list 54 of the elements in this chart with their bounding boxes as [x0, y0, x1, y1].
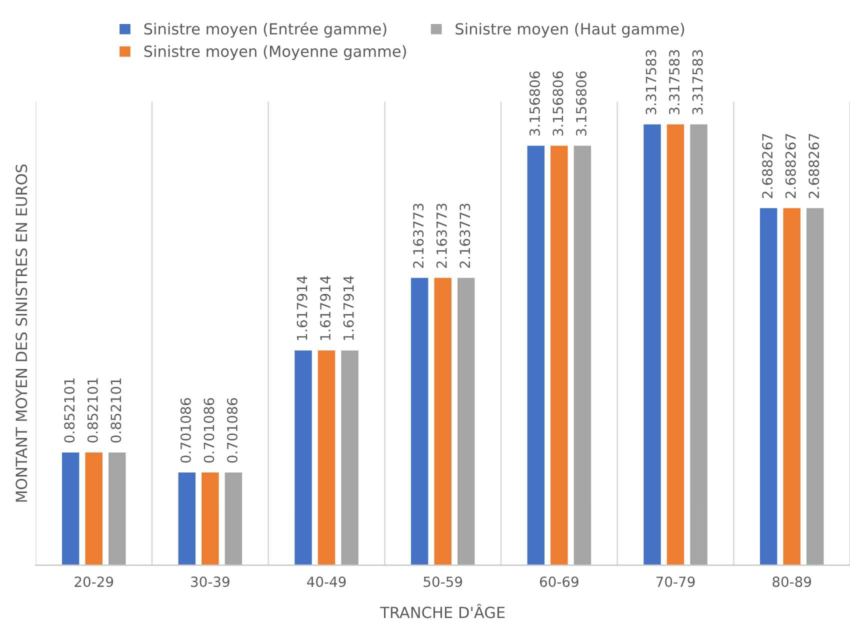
- bar: [223, 471, 244, 566]
- bar: [200, 471, 220, 566]
- data-label: 2.688267: [762, 134, 773, 198]
- legend-label: Sinistre moyen (Moyenne gamme): [144, 45, 406, 60]
- data-label: 2.163773: [460, 204, 470, 268]
- legend-label: Sinistre moyen (Entrée gamme): [144, 22, 386, 38]
- bar: [340, 349, 360, 566]
- bar: [84, 451, 104, 566]
- bar: [456, 276, 476, 566]
- data-label: 3.156806: [529, 71, 540, 136]
- x-tick-label: 50-59: [424, 576, 462, 588]
- bar: [60, 451, 81, 566]
- x-tick-label: 30-39: [191, 576, 230, 588]
- bar: [107, 451, 128, 566]
- data-label: 1.617914: [296, 276, 308, 340]
- data-label: 2.163773: [436, 204, 447, 268]
- bar: [526, 144, 546, 566]
- data-label: 0.852101: [110, 378, 122, 443]
- bar: [666, 122, 686, 566]
- data-label: 3.156806: [576, 71, 586, 136]
- data-label: 0.852101: [64, 378, 75, 443]
- bar: [805, 206, 826, 566]
- data-label: 2.688267: [808, 134, 820, 198]
- x-tick-label: 40-49: [307, 576, 346, 588]
- data-label: 1.617914: [343, 276, 354, 340]
- data-label: 1.617914: [320, 276, 331, 340]
- data-label: 2.688267: [785, 134, 796, 198]
- bar: [782, 206, 802, 566]
- bar: [176, 471, 197, 566]
- x-tick-label: 20-29: [74, 576, 114, 588]
- data-label: 2.163773: [413, 204, 424, 268]
- bar: [572, 144, 592, 566]
- data-label: 0.852101: [87, 378, 98, 443]
- x-axis-title: TRANCHE D'ÂGE: [380, 604, 505, 618]
- bar: [642, 122, 662, 566]
- data-label: 3.317583: [669, 50, 680, 114]
- data-label: 0.701086: [204, 398, 214, 463]
- legend-label: Sinistre moyen (Haut gamme): [456, 22, 684, 38]
- x-tick-label: 60-69: [540, 576, 578, 588]
- bar: [549, 144, 570, 566]
- y-axis-title: MONTANT MOYEN DES SINISTRES EN EUROS: [16, 164, 28, 502]
- data-label: 3.317583: [646, 50, 656, 114]
- bar: [758, 206, 779, 566]
- data-label: 3.156806: [552, 71, 564, 136]
- bar: [688, 122, 709, 566]
- data-label: 3.317583: [692, 50, 703, 114]
- bar: [293, 349, 314, 566]
- x-tick-label: 70-79: [656, 576, 695, 588]
- data-label: 0.701086: [226, 398, 238, 463]
- bar: [410, 276, 430, 566]
- data-label: 0.701086: [180, 398, 191, 463]
- bar: [432, 276, 453, 566]
- bar: [316, 349, 337, 566]
- x-tick-label: 80-89: [772, 576, 812, 588]
